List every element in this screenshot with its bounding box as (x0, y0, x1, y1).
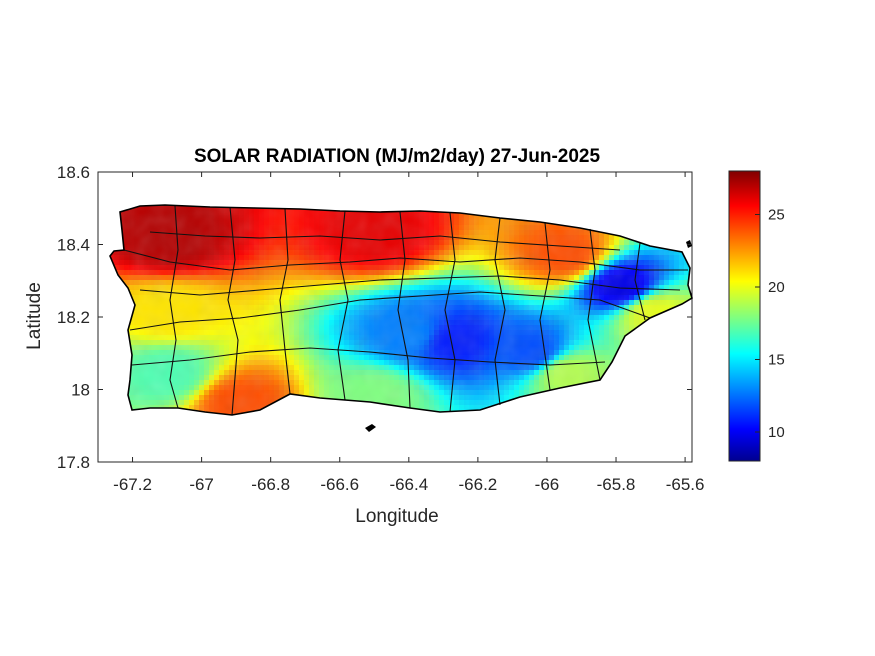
chart-title: SOLAR RADIATION (MJ/m2/day) 27-Jun-2025 (194, 146, 601, 167)
